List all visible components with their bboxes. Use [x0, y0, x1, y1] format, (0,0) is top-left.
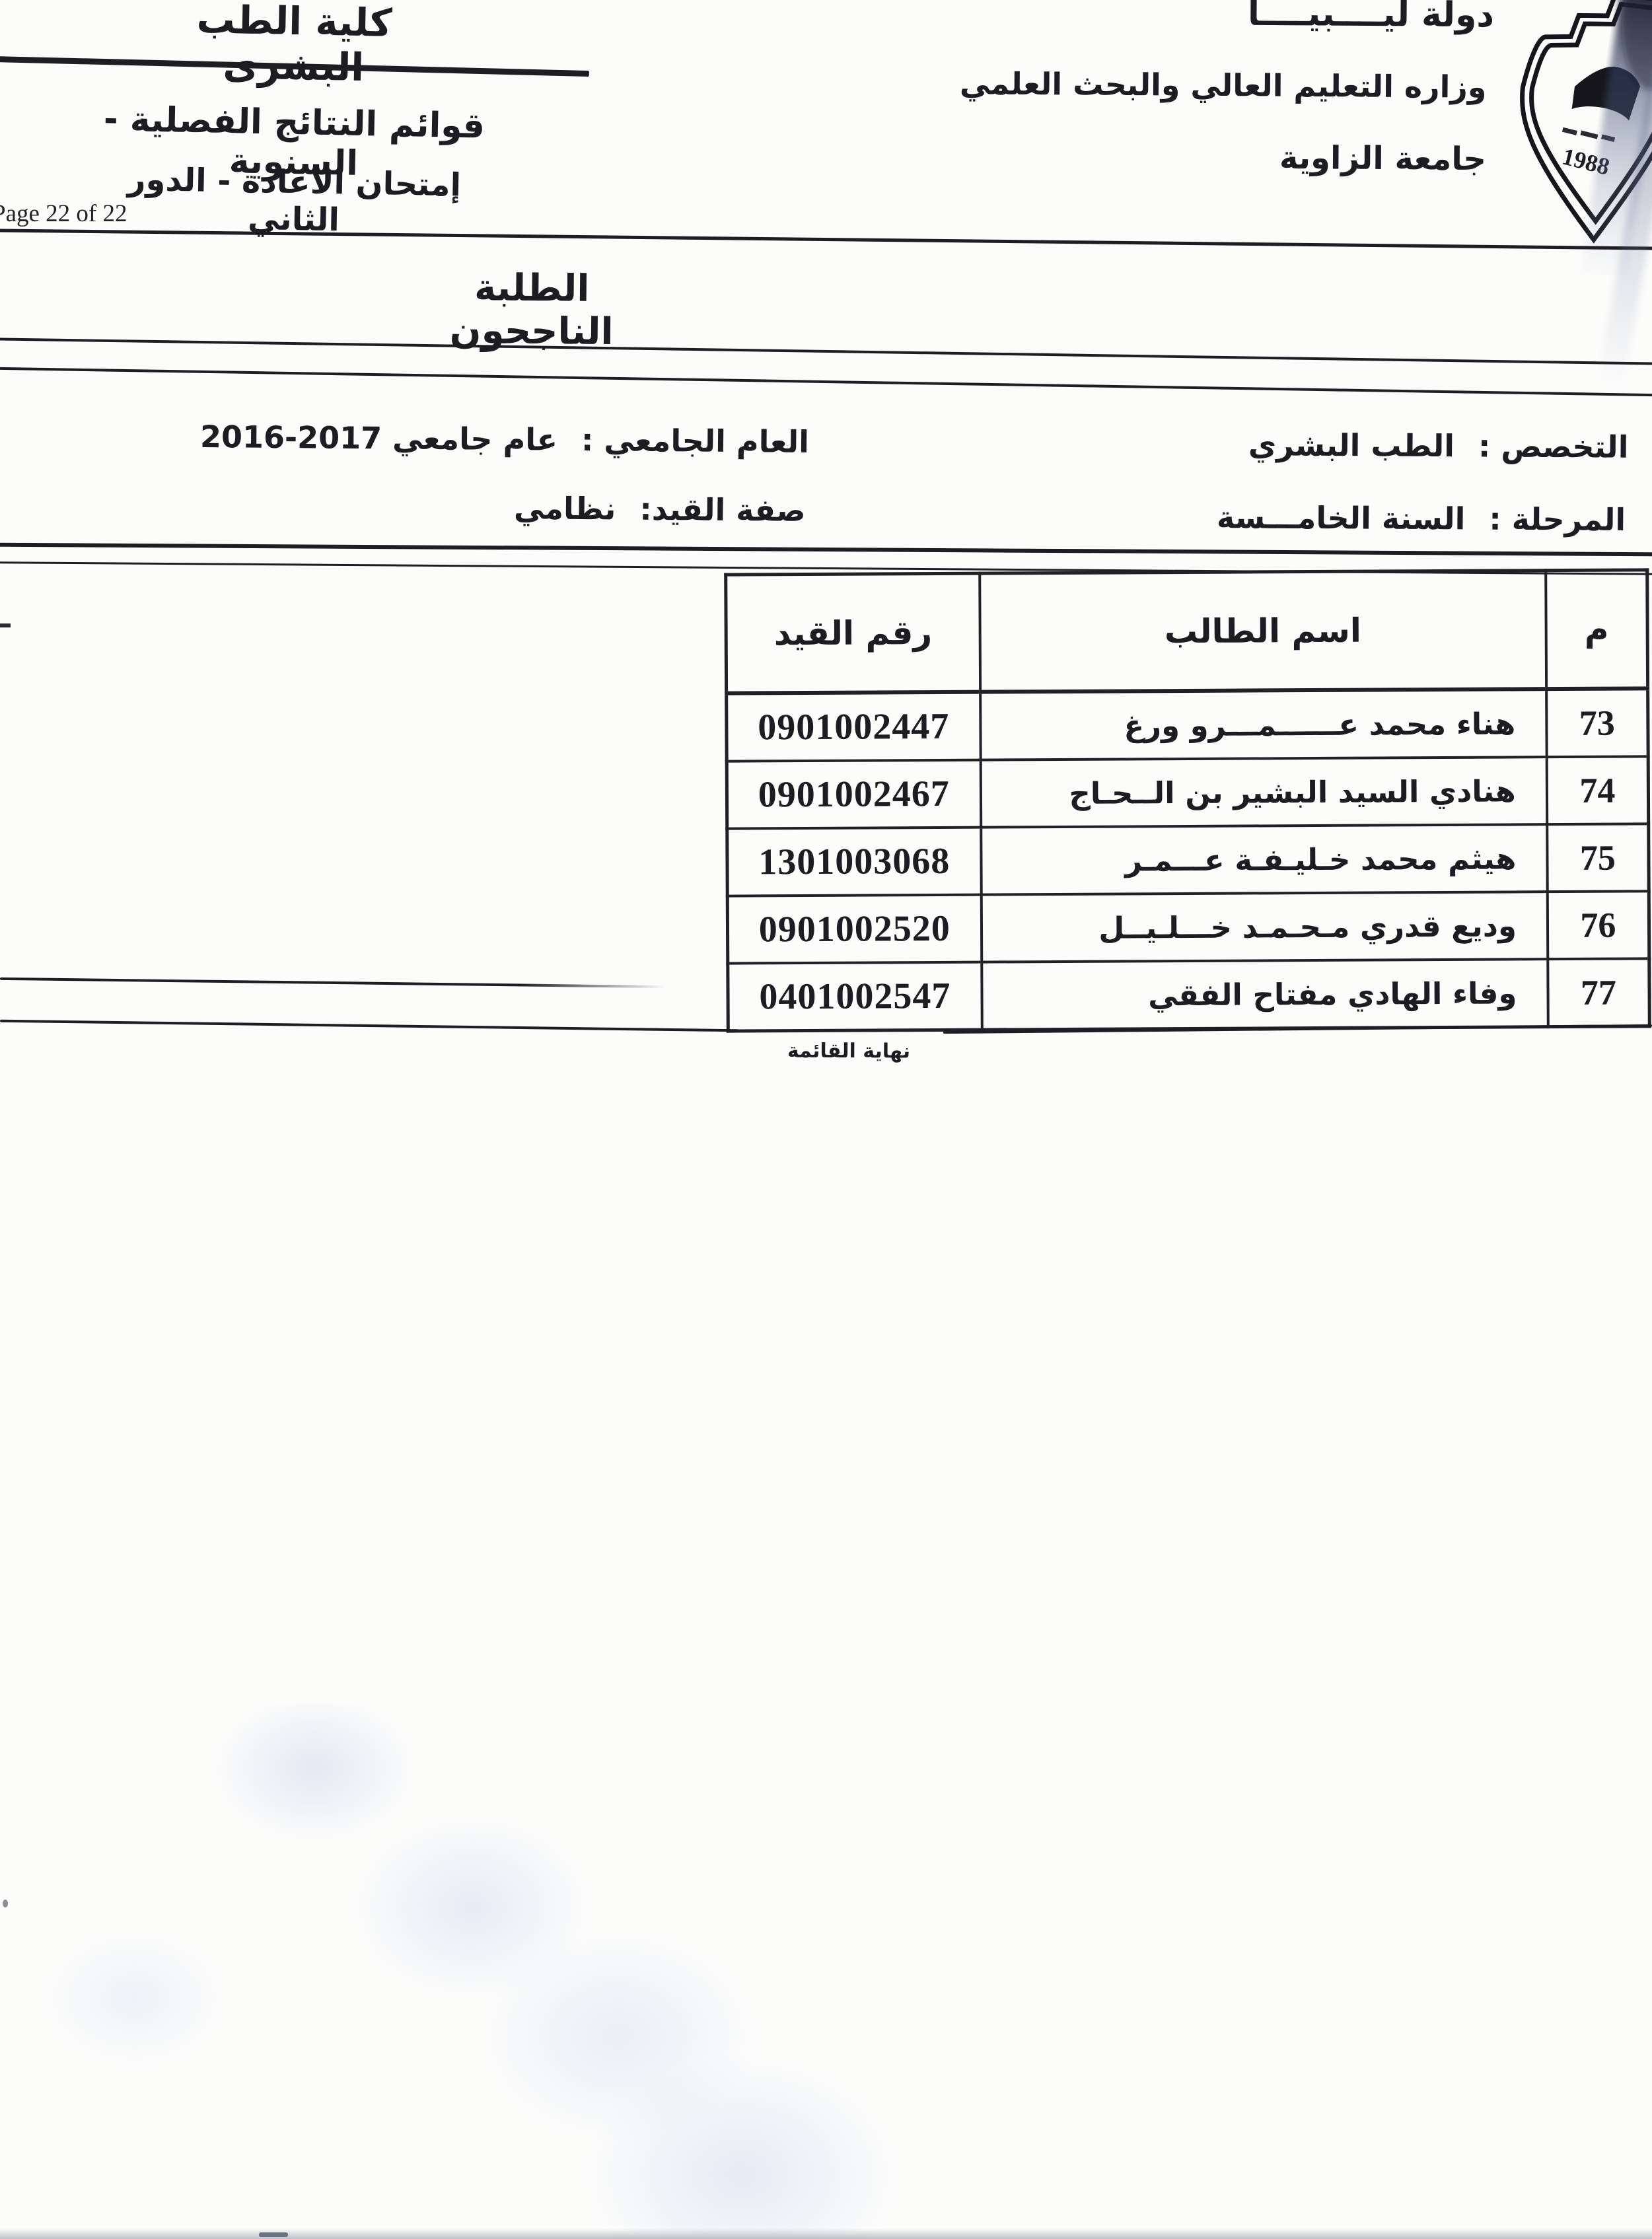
row-student-name: وفاء الهادي مفتاح الفقي	[981, 959, 1548, 1030]
ministry-name: وزاره التعليم العالي والبحث العلمي	[959, 65, 1487, 105]
state-name: دولة ليــــبيــــا	[1247, 0, 1495, 36]
table-row: 73 هناء محمد عــــــمـــرو ورغ 0901002447	[726, 688, 1649, 762]
university-name: جامعة الزاوية	[1279, 139, 1487, 178]
row-serial: 76	[1547, 891, 1649, 960]
exam-round-subtitle: إمتحان الاعادة - الدور الثاني	[127, 160, 462, 239]
academic-year-row: العام الجامعي : عام جامعي 2017-2016	[200, 419, 809, 460]
column-header-student-name: اسم الطالب	[979, 570, 1546, 692]
page-number: Page 22 of 22	[0, 200, 127, 227]
table-header-row: م اسم الطالب رقم القيد	[725, 569, 1648, 693]
scan-bottom-dash	[259, 2232, 288, 2237]
end-of-list-caption: نهاية القائمة	[787, 1039, 911, 1063]
stage-value: السنة الخامـــسة	[1216, 499, 1466, 537]
university-shield-logo-icon: 1988	[1520, 0, 1652, 275]
column-header-registration-number: رقم القيد	[725, 573, 980, 693]
table-row: 77 وفاء الهادي مفتاح الفقي 0401002547	[727, 958, 1650, 1032]
row-student-name: هيثم محمد خـليـفـة عـــمـر	[980, 824, 1548, 895]
row-student-name: هناء محمد عــــــمـــرو ورغ	[980, 689, 1547, 760]
row-registration-number: 0901002447	[726, 692, 981, 762]
row-registration-number: 1301003068	[727, 827, 982, 896]
enrollment-status-value: نظامي	[514, 490, 616, 527]
table-row: 75 هيثم محمد خـليـفـة عـــمـر 1301003068	[727, 824, 1649, 896]
rule-bottom-left-upper	[0, 977, 666, 989]
faculty-name: كلية الطب البشرى	[196, 0, 393, 90]
table-row: 74 هنادي السيد البشير بن الــحـاج 09010024…	[727, 756, 1649, 829]
rule-below-title-2	[0, 367, 1652, 397]
row-serial: 77	[1548, 958, 1650, 1027]
column-header-serial: م	[1546, 569, 1648, 690]
row-serial: 74	[1546, 756, 1649, 825]
stage-row: المرحلة : السنة الخامـــسة	[1217, 499, 1626, 538]
academic-year-label: العام الجامعي :	[581, 422, 810, 460]
stage-label: المرحلة :	[1489, 501, 1626, 538]
row-registration-number: 0401002547	[727, 962, 982, 1032]
results-table: م اسم الطالب رقم القيد 73 هناء محمد عــــ…	[724, 568, 1651, 1033]
row-registration-number: 0901002467	[727, 760, 981, 829]
specialization-value: الطب البشري	[1248, 427, 1454, 464]
specialization-row: التخصص : الطب البشري	[1248, 427, 1628, 465]
rule-top	[0, 229, 1652, 250]
table-row: 76 وديع قدري مـحـمـد خـــلـيــل 0901002520	[727, 891, 1649, 964]
row-student-name: وديع قدري مـحـمـد خـــلـيــل	[981, 892, 1548, 962]
rule-below-meta-1	[0, 542, 1652, 557]
scan-smudges	[0, 1704, 1123, 2239]
row-serial: 73	[1546, 688, 1649, 758]
enrollment-status-label: صفة القيد:	[639, 491, 807, 528]
row-registration-number: 0901002520	[727, 894, 982, 964]
page-title: الطلبة الناجحون	[449, 266, 614, 354]
academic-year-value: عام جامعي 2017-2016	[199, 418, 558, 458]
scan-tick-mark	[0, 623, 11, 627]
row-student-name: هنادي السيد البشير بن الــحـاج	[980, 757, 1548, 828]
results-table-body: 73 هناء محمد عــــــمـــرو ورغ 0901002447 7…	[726, 688, 1650, 1032]
rule-bottom-left-lower	[0, 1019, 738, 1032]
rule-below-title-1	[0, 338, 1652, 365]
row-serial: 75	[1547, 824, 1649, 892]
scan-shadow-blob	[1622, 0, 1652, 90]
shield-outer-outline	[1520, 0, 1652, 244]
enrollment-status-row: صفة القيد: نظامي	[514, 490, 806, 528]
specialization-label: التخصص :	[1478, 428, 1629, 465]
scan-bottom-edge-shadow	[0, 2228, 1652, 2239]
